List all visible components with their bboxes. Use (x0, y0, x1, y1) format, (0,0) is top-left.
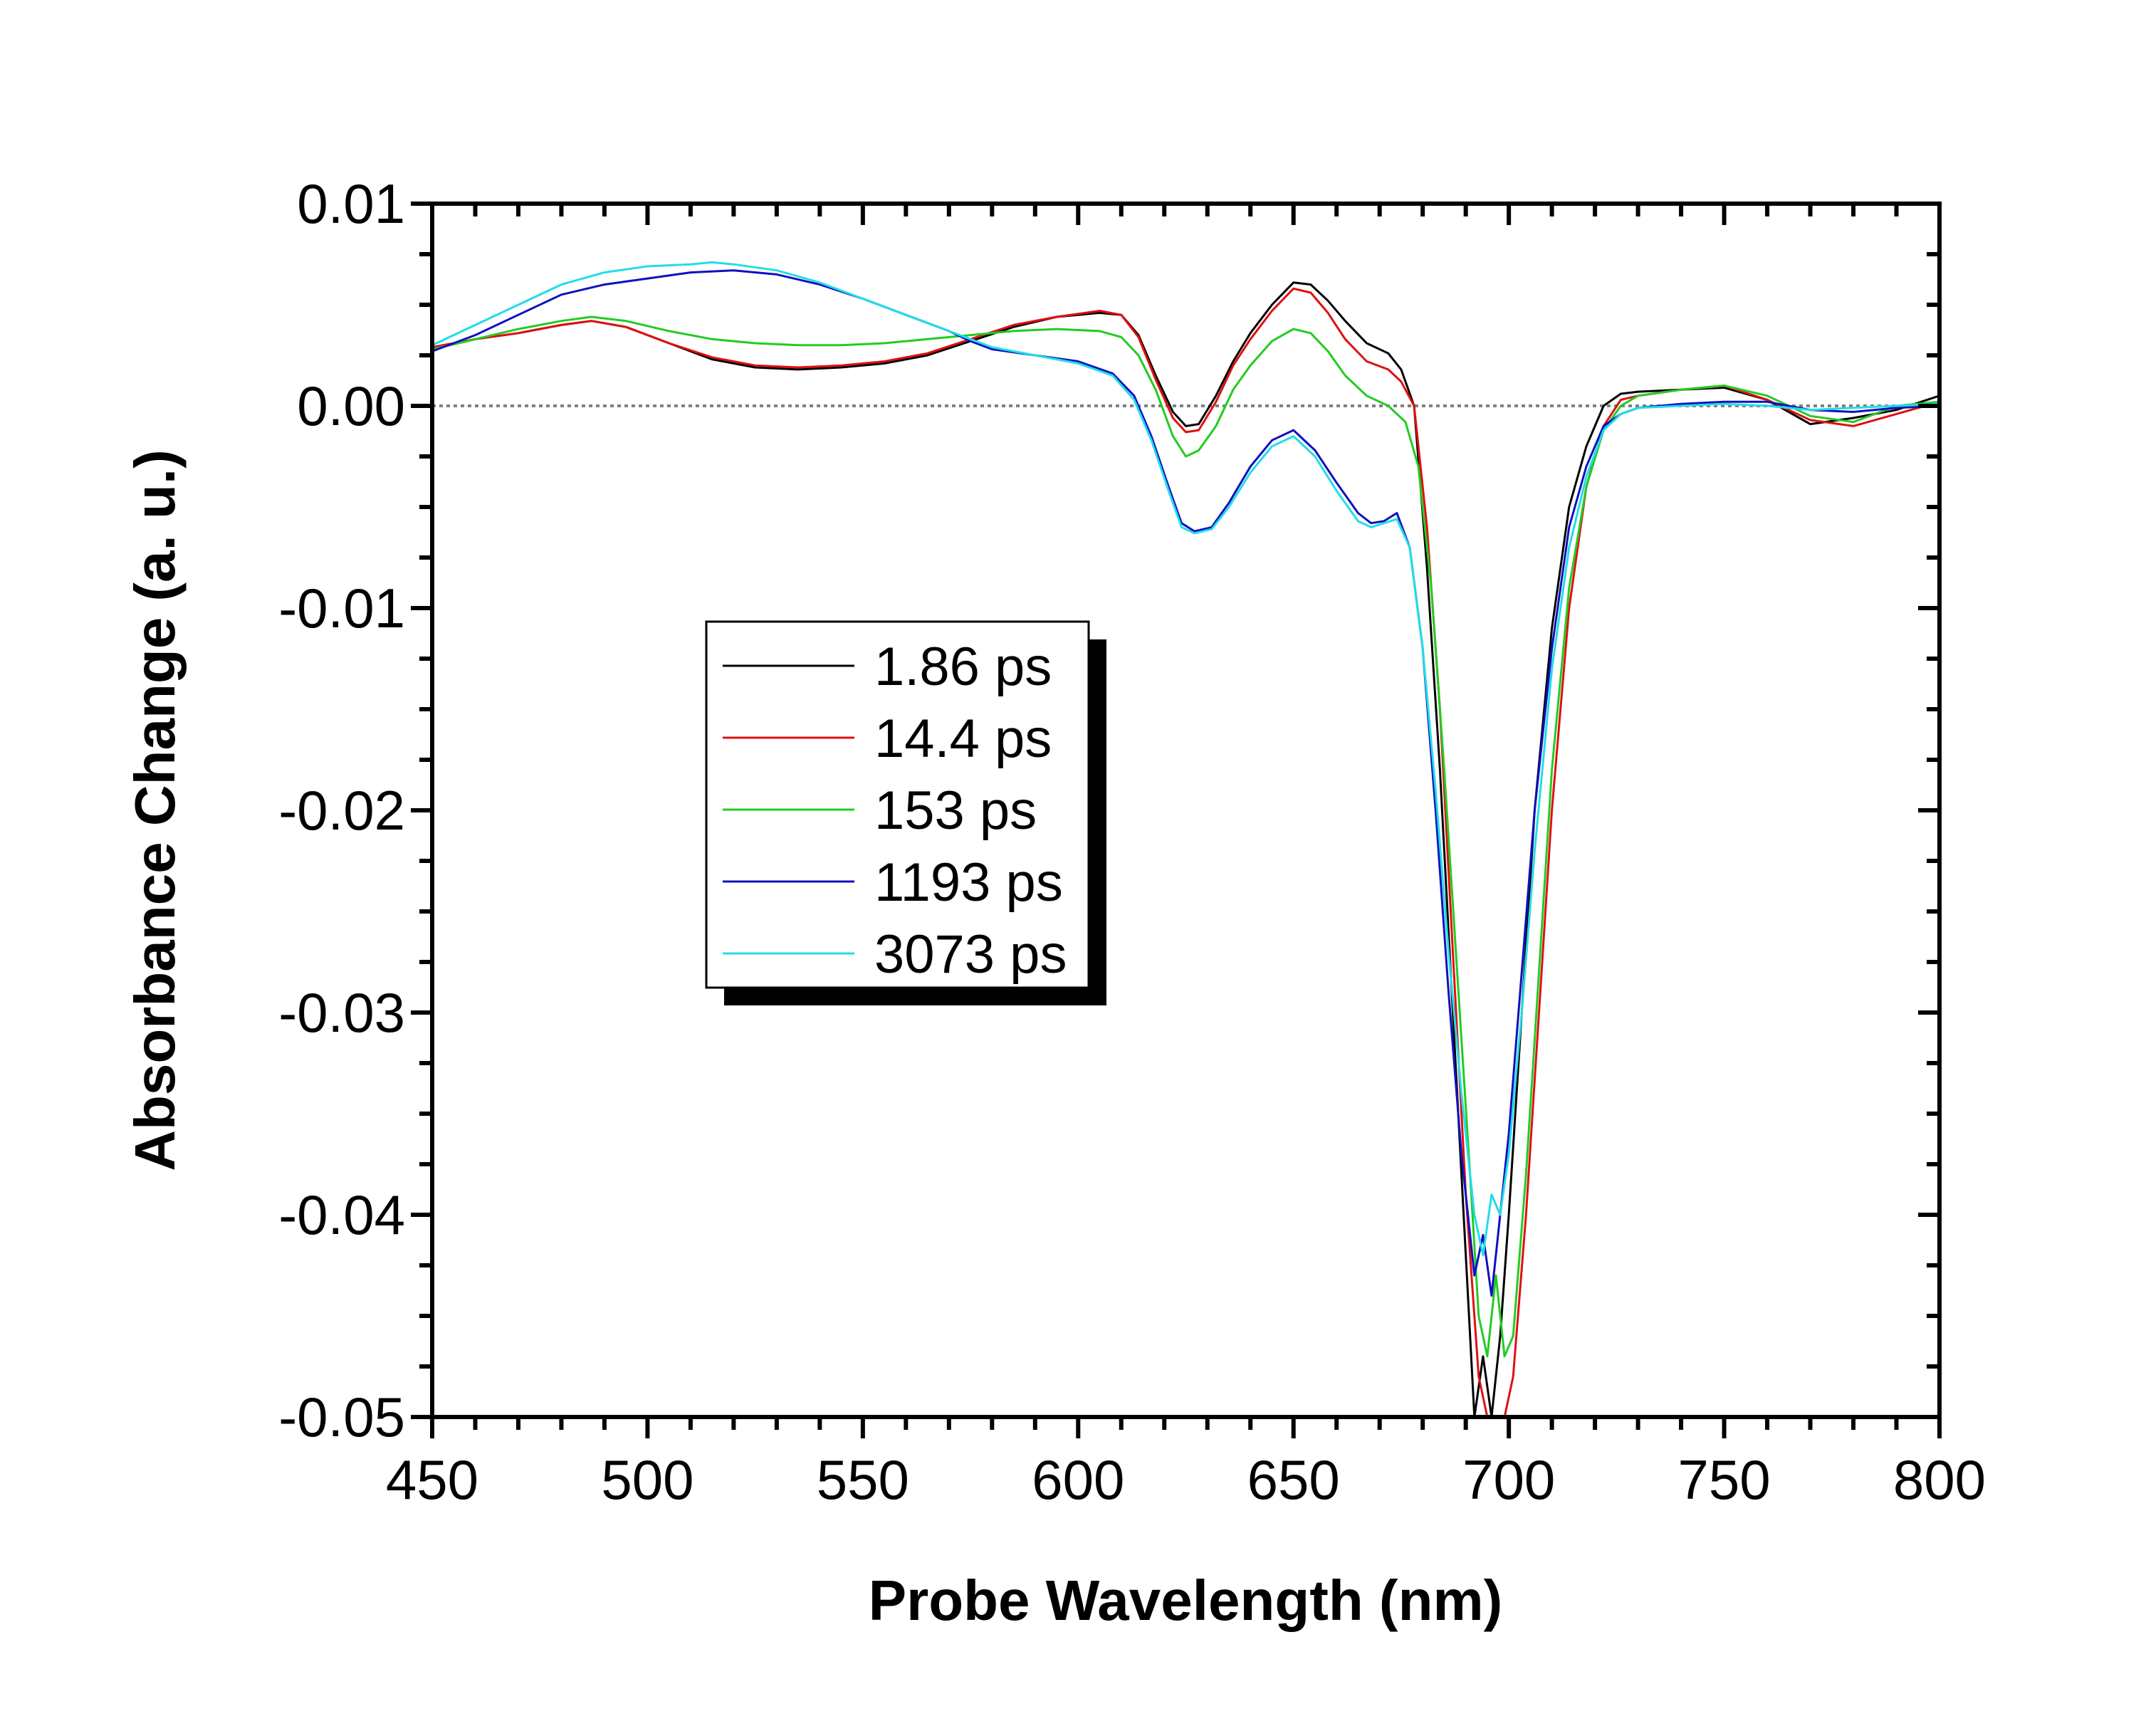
y-tick-label: -0.02 (278, 779, 405, 842)
legend: 1.86 ps 14.4 ps 153 ps 1193 ps 3073 ps (705, 620, 1106, 1005)
x-tick-label: 650 (1247, 1448, 1340, 1511)
legend-items: 1.86 ps 14.4 ps 153 ps 1193 ps 3073 ps (723, 637, 1067, 985)
y-axis-title: Absorbance Change (a. u.) (123, 449, 187, 1171)
series-line-1-86-ps (431, 281, 1940, 1418)
x-tick-label: 500 (601, 1448, 693, 1511)
legend-item: 153 ps (723, 780, 1037, 841)
x-tick-label: 550 (817, 1448, 909, 1511)
y-tick-label: -0.01 (278, 577, 405, 639)
legend-label: 3073 ps (874, 924, 1067, 985)
y-tick-label: 0.00 (297, 375, 405, 437)
legend-label: 1193 ps (874, 852, 1063, 913)
y-tick-label: 0.01 (297, 172, 405, 235)
legend-item: 3073 ps (723, 924, 1067, 985)
legend-label: 14.4 ps (874, 708, 1052, 769)
legend-box (705, 620, 1090, 989)
y-tick-label: -0.04 (278, 1183, 405, 1246)
x-tick-label: 450 (386, 1448, 478, 1511)
ticks-layer (411, 202, 1942, 1438)
x-tick-label: 700 (1462, 1448, 1555, 1511)
series-layer (431, 261, 1940, 1418)
legend-item: 1193 ps (723, 852, 1063, 913)
y-tick-label: -0.05 (278, 1386, 405, 1448)
legend-label: 153 ps (874, 780, 1037, 841)
series-line-3073-ps (431, 261, 1940, 1257)
y-tick-label: -0.03 (278, 981, 405, 1044)
series-line-153-ps (431, 315, 1940, 1358)
legend-label: 1.86 ps (874, 637, 1052, 697)
x-tick-label: 750 (1678, 1448, 1771, 1511)
legend-item: 1.86 ps (723, 637, 1052, 697)
x-tick-label: 600 (1032, 1448, 1124, 1511)
legend-item: 14.4 ps (723, 708, 1052, 769)
x-axis-title: Probe Wavelength (nm) (869, 1569, 1502, 1632)
x-tick-label: 800 (1893, 1448, 1986, 1511)
tick-labels-layer: 450 500 550 600 650 700 750 800 0.01 0.00 -0.01 -0.… (278, 172, 1986, 1511)
